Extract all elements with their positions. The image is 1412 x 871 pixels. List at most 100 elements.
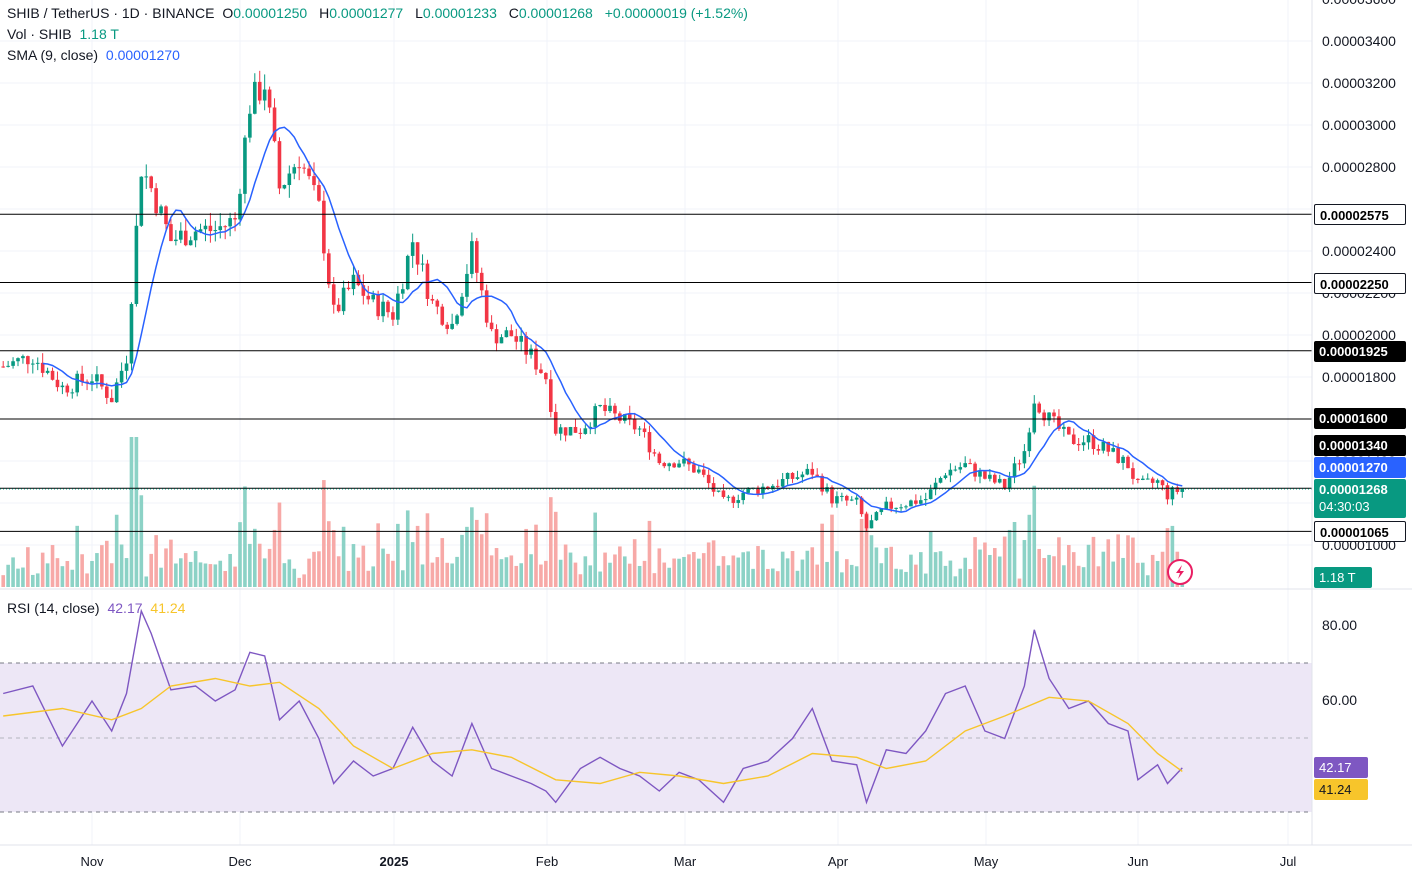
- volume-bar: [262, 558, 267, 587]
- volume-bar: [771, 568, 775, 587]
- volume-bar: [1131, 537, 1135, 587]
- volume-bar: [1150, 554, 1155, 587]
- volume-bar: [302, 574, 306, 587]
- volume-badge: 1.18 T: [1314, 567, 1372, 588]
- volume-bar: [983, 542, 987, 587]
- candle-body: [697, 469, 701, 473]
- price-tick: 0.00002000: [1322, 327, 1396, 343]
- level-label-1600[interactable]: 0.00001600: [1314, 408, 1406, 429]
- volume-bar: [534, 524, 538, 587]
- candle-body: [568, 426, 573, 436]
- candle-body: [825, 487, 829, 492]
- volume-bar: [820, 523, 824, 587]
- candle-body: [420, 263, 425, 265]
- sma-legend[interactable]: SMA (9, close) 0.00001270: [7, 46, 184, 64]
- candle-body: [361, 285, 366, 296]
- volume-bar: [188, 561, 193, 587]
- volume-bar: [746, 551, 750, 587]
- volume-bar: [322, 480, 326, 587]
- candle-body: [50, 370, 55, 380]
- volume-bar: [993, 548, 997, 587]
- volume-bar: [248, 543, 252, 587]
- level-label-1065[interactable]: 0.00001065: [1314, 521, 1406, 542]
- candle-body: [593, 406, 597, 427]
- volume-bar: [381, 548, 385, 587]
- volume-bar: [519, 563, 523, 587]
- level-label-2575[interactable]: 0.00002575: [1314, 204, 1406, 225]
- candle-body: [1, 366, 5, 368]
- volume-bar: [238, 522, 242, 587]
- candle-body: [840, 495, 844, 497]
- candle-body: [859, 497, 864, 515]
- candle-body: [756, 487, 760, 494]
- volume-bar: [997, 556, 1002, 587]
- candle-body: [183, 230, 188, 246]
- volume-bar: [766, 568, 770, 587]
- candle-body: [475, 241, 479, 273]
- volume-bar: [405, 510, 410, 587]
- rsi-tick-60: 60.00: [1322, 692, 1357, 708]
- candle-body: [282, 184, 287, 189]
- volume-bar: [460, 534, 464, 587]
- time-label-jul: Jul: [1280, 854, 1297, 869]
- candle-body: [307, 168, 311, 177]
- volume-bar: [149, 553, 153, 587]
- candle-body: [272, 107, 277, 142]
- volume-bar: [627, 563, 632, 587]
- candle-body: [993, 474, 997, 483]
- volume-label: Vol · SHIB: [7, 26, 72, 42]
- rsi-legend[interactable]: RSI (14, close) 42.17 41.24: [7, 599, 189, 617]
- symbol-title[interactable]: SHIB / TetherUS · 1D · BINANCE: [7, 5, 215, 21]
- candle-body: [539, 369, 543, 373]
- volume-bar: [292, 568, 297, 587]
- candle-body: [179, 230, 183, 240]
- level-label-1340[interactable]: 0.00001340: [1314, 435, 1406, 456]
- candle-body: [810, 468, 815, 475]
- candle-body: [1002, 478, 1007, 489]
- candle-body: [632, 418, 637, 430]
- candle-body: [341, 287, 346, 312]
- volume-bar: [257, 543, 262, 587]
- candle-body: [440, 306, 445, 325]
- volume-bar: [351, 544, 356, 587]
- volume-bar: [396, 523, 400, 587]
- candle-body: [563, 427, 568, 436]
- volume-bar: [583, 556, 588, 587]
- candle-body: [331, 284, 336, 305]
- volume-bar: [1081, 567, 1086, 587]
- candle-body: [573, 426, 578, 433]
- volume-bar: [154, 535, 158, 587]
- level-label-2250[interactable]: 0.00002250: [1314, 273, 1406, 294]
- volume-bar: [1145, 575, 1150, 587]
- volume-bar: [578, 574, 583, 587]
- lightning-icon[interactable]: [1167, 559, 1193, 585]
- volume-bar: [884, 547, 889, 587]
- volume-bar: [573, 562, 578, 587]
- volume-bar: [618, 546, 622, 587]
- volume-bar: [894, 568, 898, 587]
- volume-bar: [509, 555, 514, 587]
- volume-bar: [731, 555, 736, 587]
- candle-body: [1160, 480, 1165, 486]
- volume-bar: [386, 553, 390, 587]
- candle-body: [963, 463, 967, 468]
- volume-bar: [613, 554, 617, 587]
- volume-bar: [825, 561, 829, 587]
- volume-legend[interactable]: Vol · SHIB 1.18 T: [7, 25, 123, 43]
- current-price-value: 0.00001268: [1319, 482, 1388, 497]
- candle-body: [169, 224, 173, 242]
- candle-body: [662, 463, 667, 467]
- volume-bar: [1170, 525, 1175, 587]
- volume-bar: [499, 559, 504, 587]
- candle-body: [919, 500, 923, 504]
- candle-body: [134, 225, 139, 304]
- candle-body: [558, 427, 563, 434]
- candle-body: [544, 372, 548, 380]
- volume-bar: [608, 562, 612, 587]
- volume-bar: [267, 548, 272, 587]
- volume-bar: [26, 547, 30, 587]
- level-label-1925[interactable]: 0.00001925: [1314, 341, 1406, 362]
- horizontal-levels: [0, 213, 1312, 532]
- volume-bar: [938, 551, 943, 587]
